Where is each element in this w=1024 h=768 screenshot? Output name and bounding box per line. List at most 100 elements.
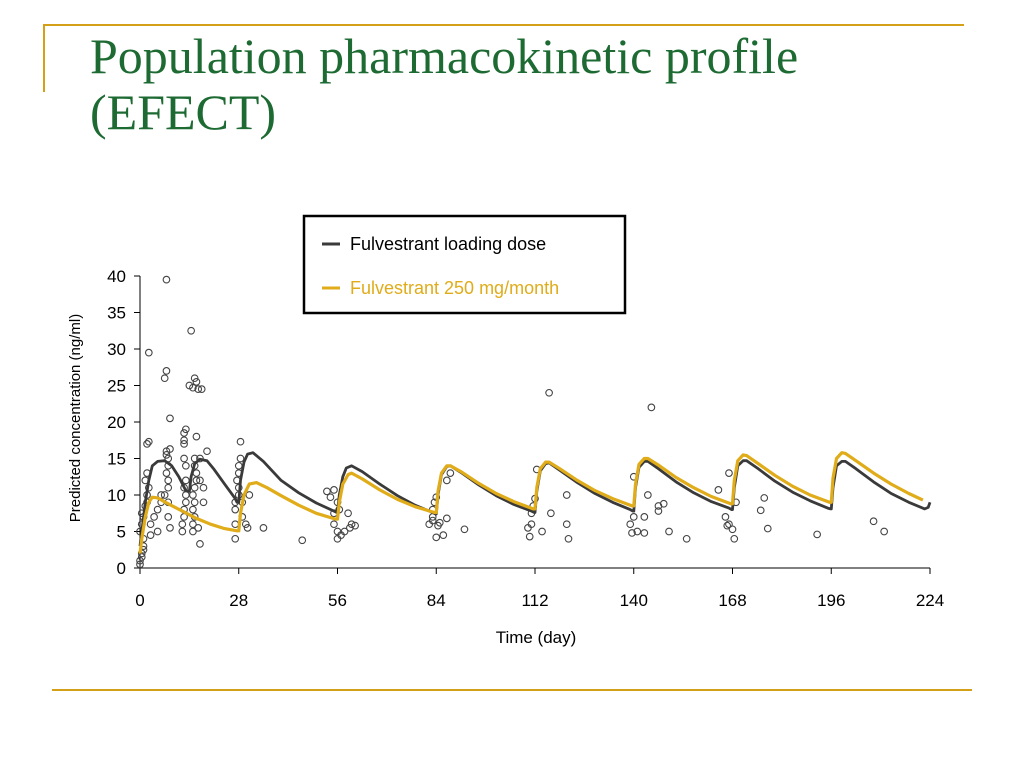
observed-point (180, 440, 188, 448)
observed-point (730, 534, 739, 543)
observed-point (189, 527, 197, 536)
observed-point (880, 527, 889, 536)
observed-point (190, 374, 199, 383)
observed-point (166, 414, 174, 423)
y-tick-label: 35 (107, 304, 126, 323)
observed-point (236, 437, 245, 446)
observed-point (428, 516, 437, 525)
observed-point (547, 509, 555, 518)
observed-point (136, 556, 144, 565)
observed-point (187, 326, 195, 335)
x-tick-label: 224 (916, 591, 944, 610)
observed-point (330, 486, 338, 494)
observed-point (340, 527, 349, 536)
series-line-monthly (138, 451, 924, 554)
observed-point (682, 534, 691, 543)
observed-point (723, 521, 732, 530)
observed-point (190, 483, 199, 492)
observed-point (644, 491, 652, 499)
observed-point (181, 425, 190, 434)
observed-point (180, 436, 188, 445)
observed-point (162, 451, 171, 459)
slide-title: Population pharmacokinetic profile (EFEC… (90, 28, 799, 140)
observed-point (178, 520, 187, 529)
observed-point (189, 491, 197, 499)
bottom-accent-rule (52, 689, 972, 691)
observed-point (545, 388, 553, 397)
observed-point (192, 476, 201, 485)
observed-point (813, 530, 821, 539)
observed-point (525, 532, 534, 541)
observed-point (194, 523, 203, 532)
observed-point (633, 527, 642, 536)
x-tick-label: 196 (817, 591, 845, 610)
observed-point (153, 505, 162, 514)
observed-point (196, 540, 204, 548)
observed-point (259, 523, 268, 532)
observed-point (194, 385, 203, 394)
observed-point (629, 513, 638, 521)
observed-point (144, 437, 153, 446)
x-tick-label: 168 (718, 591, 746, 610)
y-tick-label: 15 (107, 450, 126, 469)
observed-point (763, 524, 772, 533)
observed-point (181, 461, 190, 470)
y-tick-label: 40 (107, 267, 126, 286)
x-tick-label: 28 (229, 591, 248, 610)
observed-point (869, 517, 878, 526)
observed-point (162, 469, 171, 477)
observed-point (241, 520, 250, 529)
observed-point (234, 461, 243, 470)
observed-point (181, 476, 190, 485)
left-accent-rule (43, 24, 45, 92)
observed-point (197, 385, 206, 394)
top-accent-rule (43, 24, 964, 26)
observed-point (166, 523, 174, 532)
observed-point (153, 527, 162, 536)
observed-point (628, 529, 636, 537)
x-tick-label: 56 (328, 591, 347, 610)
observed-point (756, 506, 765, 515)
observed-point (728, 525, 737, 534)
observed-point (351, 521, 359, 530)
observed-point (562, 491, 571, 499)
observed-point (538, 527, 546, 536)
observed-point (190, 454, 199, 463)
observed-point (190, 498, 199, 507)
y-tick-label: 25 (107, 377, 126, 396)
observed-point (725, 469, 733, 477)
observed-point (146, 520, 155, 529)
observed-point (160, 374, 169, 383)
observed-point (189, 383, 197, 392)
observed-point (442, 514, 451, 523)
observed-point (714, 486, 723, 494)
observed-point (659, 499, 668, 508)
observed-point (160, 491, 169, 499)
observed-point (231, 534, 240, 543)
observed-point (298, 536, 307, 545)
observed-point (665, 527, 673, 536)
legend-label-monthly: Fulvestrant 250 mg/month (350, 278, 559, 298)
observed-point (640, 529, 649, 537)
observed-point (442, 476, 451, 485)
observed-point (196, 476, 204, 485)
observed-point (143, 440, 151, 448)
observed-point (564, 534, 573, 543)
observed-point (435, 518, 444, 527)
observed-point (192, 432, 201, 441)
observed-point (654, 507, 663, 515)
observed-point (181, 491, 190, 499)
observed-point (460, 525, 469, 534)
observed-point (150, 513, 158, 521)
observed-point (162, 367, 171, 375)
x-tick-label: 0 (135, 591, 144, 610)
observed-point (527, 520, 536, 529)
observed-point (245, 491, 254, 499)
observed-point (166, 445, 174, 453)
observed-point (144, 348, 153, 357)
observed-point (432, 533, 441, 542)
observed-point (347, 520, 356, 529)
observed-point (199, 498, 208, 507)
chart-legend: Fulvestrant loading dose Fulvestrant 250… (302, 214, 627, 315)
y-tick-label: 20 (107, 413, 126, 432)
